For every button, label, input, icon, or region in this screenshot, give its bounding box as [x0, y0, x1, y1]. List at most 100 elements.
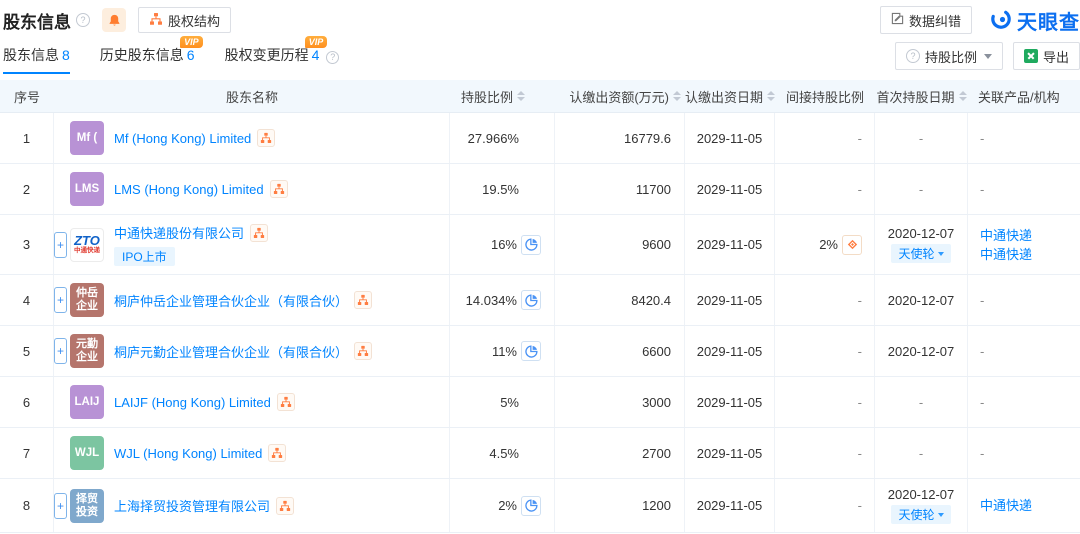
- ratio-value: 11%: [491, 343, 517, 359]
- ratio-value: 14.034%: [465, 292, 517, 308]
- chevron-down-icon: [937, 512, 944, 517]
- related-product-link[interactable]: 中通快递: [980, 227, 1033, 243]
- equity-structure-badge-icon[interactable]: [257, 129, 276, 147]
- equity-structure-button[interactable]: 股权结构: [138, 7, 232, 33]
- data-correction-label: 数据纠错: [908, 13, 961, 29]
- shareholder-name-link[interactable]: LAIJF (Hong Kong) Limited: [114, 394, 271, 410]
- column-header[interactable]: 认缴出资额(万元): [555, 80, 685, 112]
- column-header[interactable]: 首次持股日期: [875, 80, 968, 112]
- tabs: 股东信息 8 VIP 历史股东信息 6 VIP 股权变更历程 4 ?: [3, 36, 340, 74]
- shareholder-name-link[interactable]: 桐庐元勤企业管理合伙企业（有限合伙）: [114, 344, 349, 360]
- expand-button[interactable]: +: [54, 287, 67, 313]
- column-header[interactable]: 股东名称: [54, 80, 450, 112]
- column-header[interactable]: 持股比例: [450, 80, 555, 112]
- equity-structure-badge-icon[interactable]: [354, 342, 373, 360]
- ratio-value: 4.5%: [489, 445, 519, 461]
- sort-icon[interactable]: [767, 91, 775, 101]
- first-holding-date: 2020-12-07: [887, 487, 955, 502]
- tab-bar: 股东信息 8 VIP 历史股东信息 6 VIP 股权变更历程 4 ? ? 持股比例 导…: [0, 34, 1080, 74]
- related-product-link: -: [980, 130, 985, 146]
- export-button[interactable]: 导出: [1012, 42, 1080, 70]
- capital-value: 6600: [642, 343, 671, 359]
- funding-round-tag[interactable]: 天使轮: [891, 244, 951, 263]
- title-help-icon[interactable]: ?: [76, 13, 90, 27]
- column-label: 关联产品/机构: [978, 89, 1060, 105]
- equity-structure-badge-icon[interactable]: [276, 393, 295, 411]
- tianyancha-logo[interactable]: 天眼查: [990, 6, 1080, 35]
- funding-round-label: 天使轮: [898, 247, 935, 261]
- equity-structure-badge-icon[interactable]: [268, 444, 287, 462]
- related-product-link[interactable]: 中通快递: [980, 246, 1033, 262]
- shareholder-name-link[interactable]: 中通快递股份有限公司: [114, 226, 245, 241]
- sort-icon[interactable]: [517, 91, 525, 101]
- table-row: 2 LMS LMS (Hong Kong) Limited 19.5% 1170…: [0, 164, 1080, 215]
- shareholder-name-link[interactable]: 上海择贸投资管理有限公司: [114, 499, 271, 514]
- tianyancha-logo-text: 天眼查: [1017, 11, 1080, 34]
- related-product-link: -: [980, 343, 985, 359]
- tab[interactable]: 股东信息 8: [3, 45, 70, 74]
- column-header[interactable]: 序号: [0, 80, 54, 112]
- table-row: 1 Mf ( Mf (Hong Kong) Limited 27.966% 16…: [0, 113, 1080, 164]
- ratio-value: 2%: [498, 498, 517, 513]
- first-holding-date: -: [918, 394, 924, 410]
- indirect-ratio-value: -: [857, 130, 862, 146]
- shareholder-name-link[interactable]: 桐庐仲岳企业管理合伙企业（有限合伙）: [114, 293, 349, 309]
- pie-chart-icon[interactable]: [521, 234, 541, 255]
- tab-help-icon[interactable]: ?: [326, 50, 340, 64]
- table-row: 6 LAIJ LAIJF (Hong Kong) Limited 5% 3000…: [0, 377, 1080, 428]
- expand-button[interactable]: +: [54, 338, 67, 364]
- avatar: LMS: [70, 172, 104, 206]
- table-toolbar: ? 持股比例 导出: [894, 42, 1080, 74]
- equity-structure-label: 股权结构: [168, 13, 221, 29]
- equity-structure-badge-icon[interactable]: [276, 496, 295, 515]
- pie-chart-icon[interactable]: [521, 341, 541, 361]
- row-number: 4: [22, 292, 31, 308]
- related-product-link: -: [980, 292, 985, 308]
- shareholder-name-link[interactable]: Mf (Hong Kong) Limited: [114, 130, 252, 146]
- equity-path-icon[interactable]: [842, 234, 862, 255]
- related-product-link[interactable]: 中通快递: [980, 498, 1033, 513]
- column-header[interactable]: 关联产品/机构: [968, 80, 1080, 112]
- pie-chart-icon[interactable]: [521, 495, 541, 516]
- column-header[interactable]: 间接持股比例: [775, 80, 875, 112]
- shareholder-name-link[interactable]: WJL (Hong Kong) Limited: [114, 445, 263, 461]
- column-label: 持股比例: [460, 89, 513, 105]
- org-chart-icon: [149, 12, 163, 29]
- avatar: ZTO 中通快递: [70, 227, 104, 262]
- vip-badge: VIP: [180, 36, 203, 48]
- shareholder-name-link[interactable]: LMS (Hong Kong) Limited: [114, 181, 264, 197]
- related-products: 中通快递: [980, 496, 1032, 515]
- equity-structure-badge-icon[interactable]: [269, 180, 288, 198]
- related-products: -: [980, 291, 984, 310]
- column-header[interactable]: 认缴出资日期: [685, 80, 775, 112]
- data-correction-button[interactable]: 数据纠错: [879, 6, 972, 34]
- sort-icon[interactable]: [673, 91, 681, 101]
- page-title: 股东信息: [3, 12, 71, 32]
- ratio-filter-button[interactable]: ? 持股比例: [894, 42, 1003, 70]
- column-label: 序号: [13, 89, 40, 105]
- tab[interactable]: VIP 股权变更历程 4 ?: [225, 36, 340, 74]
- funding-round-tag[interactable]: 天使轮: [891, 505, 951, 524]
- shareholders-table: 序号 股东名称 持股比例 认缴出资额(万元) 认缴出资日期 间接持股比例 首次持…: [0, 80, 1080, 533]
- ratio-value: 16%: [490, 237, 517, 252]
- related-products: -: [980, 129, 984, 148]
- pie-chart-icon[interactable]: [521, 290, 541, 310]
- tab[interactable]: VIP 历史股东信息 6: [100, 36, 203, 74]
- bell-icon[interactable]: [102, 8, 126, 32]
- equity-structure-badge-icon[interactable]: [354, 291, 373, 309]
- related-products: -: [980, 180, 984, 199]
- first-holding-date: -: [918, 181, 924, 197]
- row-number: 2: [22, 181, 31, 197]
- table-header: 序号 股东名称 持股比例 认缴出资额(万元) 认缴出资日期 间接持股比例 首次持…: [0, 80, 1080, 113]
- capital-value: 3000: [642, 394, 671, 410]
- ratio-filter-label: 持股比例: [924, 49, 977, 65]
- expand-button[interactable]: +: [54, 231, 67, 258]
- related-product-link: -: [980, 394, 985, 410]
- expand-button[interactable]: +: [54, 492, 67, 519]
- sort-icon[interactable]: [958, 91, 967, 101]
- avatar: 择贸 投资: [70, 488, 104, 523]
- capital-value: 2700: [642, 445, 671, 461]
- tab-count: 8: [62, 47, 70, 63]
- equity-structure-badge-icon[interactable]: [250, 223, 269, 242]
